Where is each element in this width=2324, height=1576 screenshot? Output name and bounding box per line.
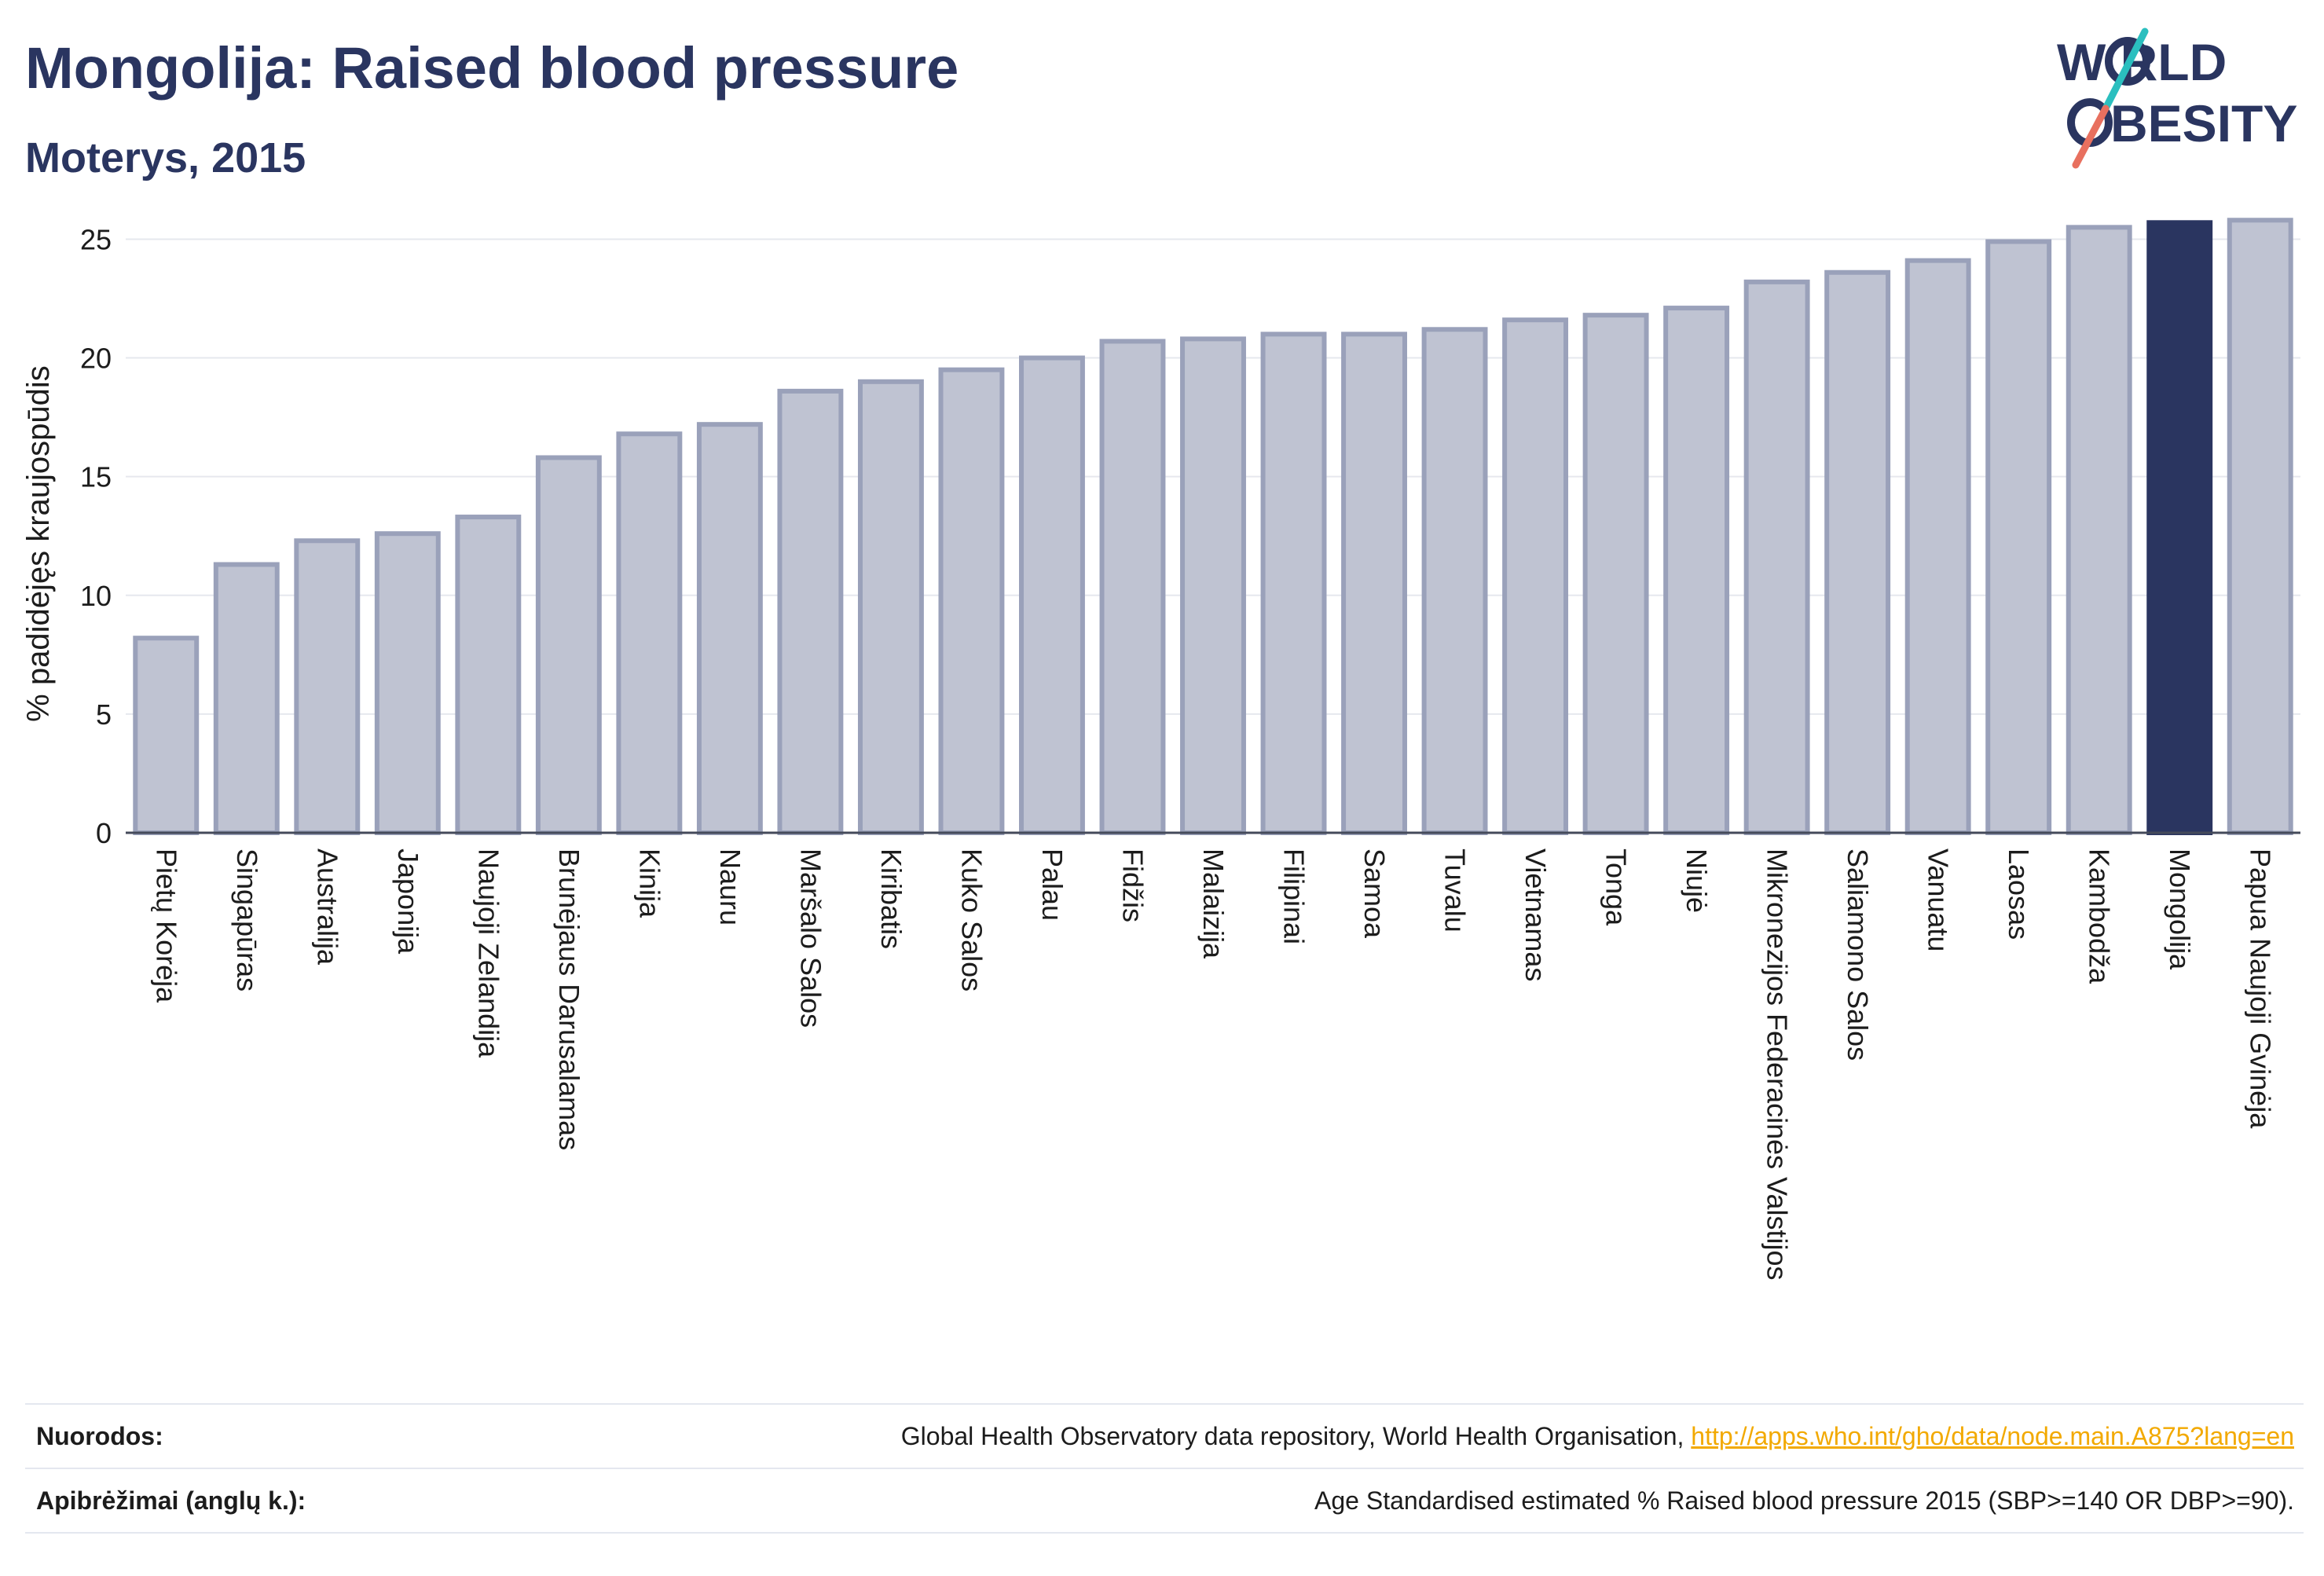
- x-tick-label: Singapūras: [231, 848, 263, 991]
- x-tick-label: Laosas: [2003, 848, 2035, 940]
- y-tick-label: 25: [80, 223, 112, 255]
- footer-divider: [25, 1532, 2304, 1534]
- x-tick-label: Kuko Salos: [955, 848, 988, 991]
- bars: [133, 218, 2293, 836]
- sources-label: Nuorodos:: [36, 1421, 163, 1450]
- x-tick-label: Tuvalu: [1439, 848, 1472, 933]
- bar: [2227, 218, 2293, 835]
- bar: [213, 562, 280, 835]
- footer-divider: [25, 1403, 2304, 1405]
- logo-o-letter-top: [2105, 37, 2150, 86]
- bar: [938, 367, 1005, 835]
- bar: [1019, 355, 1085, 835]
- bar: [1099, 339, 1166, 835]
- bar: [1904, 258, 1971, 835]
- x-tick-label: Samoa: [1358, 848, 1391, 939]
- chart-footer: Nuorodos: Global Health Observatory data…: [25, 1403, 2304, 1537]
- x-tick-label: Niujė: [1681, 848, 1713, 913]
- x-tick-label: Tonga: [1600, 848, 1633, 926]
- chart-title: Mongolija: Raised blood pressure: [25, 35, 959, 101]
- x-tick-label: Vietnamas: [1519, 848, 1552, 981]
- x-tick-label: Maršalo Salos: [794, 848, 827, 1028]
- y-tick-labels: 0 5 10 15 20 25: [80, 223, 112, 849]
- bar: [455, 515, 522, 835]
- x-tick-label: Naujoji Zelandija: [472, 848, 504, 1058]
- bar: [535, 455, 602, 835]
- bar: [294, 538, 361, 835]
- sources-text: Global Health Observatory data repositor…: [900, 1421, 1692, 1450]
- x-tick-label: Mongolija: [2164, 848, 2196, 970]
- x-tick-label: Brunėjaus Darusalamas: [553, 848, 585, 1150]
- y-tick-label: 5: [96, 698, 112, 731]
- footer-sources-row: Nuorodos: Global Health Observatory data…: [25, 1406, 2304, 1466]
- bar: [1743, 279, 1810, 836]
- bar: [1985, 239, 2052, 835]
- bar: [696, 422, 763, 835]
- y-tick-label: 0: [96, 817, 112, 849]
- x-tick-labels: Pietų Korėja Singapūras Australija Japonija…: [150, 848, 2276, 1281]
- x-tick-label: Filipinai: [1278, 848, 1310, 944]
- definitions-value: Age Standardised estimated % Raised bloo…: [1314, 1486, 2294, 1515]
- x-tick-label: Palau: [1036, 848, 1069, 921]
- bar: [1341, 332, 1407, 836]
- x-tick-label: Nauru: [714, 848, 746, 925]
- x-tick-label: Pietų Korėja: [150, 848, 182, 1003]
- footer-divider: [25, 1468, 2304, 1469]
- x-tick-label: Malaizija: [1197, 848, 1230, 959]
- x-tick-label: Fidžis: [1116, 848, 1149, 922]
- bar: [777, 388, 844, 836]
- x-tick-label: Kiribatis: [875, 848, 907, 949]
- x-tick-label: Australija: [311, 848, 343, 966]
- definitions-label: Apibrėžimai (anglų k.):: [36, 1486, 306, 1515]
- bar: [1502, 317, 1569, 835]
- x-tick-label: Papua Naujoji Gvinėja: [2245, 848, 2277, 1129]
- x-tick-label: Mikronezijos Federacinės Valstijos: [1761, 848, 1794, 1281]
- bar: [374, 531, 441, 835]
- y-axis-label: % padidėjęs kraujospūdis: [21, 365, 56, 722]
- bar: [1663, 306, 1730, 836]
- bar: [616, 431, 683, 835]
- y-tick-label: 10: [80, 580, 112, 612]
- logo-slash-bottom: [2072, 104, 2110, 169]
- bar: [857, 379, 924, 835]
- bar: [1421, 327, 1488, 835]
- bar: [1180, 336, 1246, 835]
- bar-chart: 0 5 10 15 20 25 Pietų Korėja Singapūras Austral…: [21, 218, 2300, 1281]
- world-obesity-logo: W RLD BESITY: [2057, 27, 2297, 169]
- x-tick-label: Japonija: [392, 848, 424, 955]
- bar: [1582, 313, 1649, 835]
- sources-value: Global Health Observatory data repositor…: [901, 1422, 2304, 1451]
- x-tick-label: Kinija: [633, 848, 665, 918]
- bar: [133, 636, 200, 836]
- y-tick-label: 20: [80, 343, 112, 375]
- x-tick-label: Kambodža: [2084, 848, 2116, 984]
- bar: [1260, 332, 1327, 836]
- bar-highlighted: [2146, 220, 2213, 835]
- logo-slash-top: [2102, 27, 2149, 112]
- y-tick-label: 15: [80, 461, 112, 493]
- logo-line-2: BESITY: [2110, 94, 2297, 152]
- bar: [1824, 269, 1891, 835]
- x-tick-label: Vanuatu: [1923, 848, 1955, 951]
- footer-definitions-row: Apibrėžimai (anglų k.): Age Standardised…: [25, 1471, 2304, 1530]
- x-tick-label: Saliamono Salos: [1842, 848, 1874, 1061]
- sources-link[interactable]: http://apps.who.int/gho/data/node.main.A…: [1691, 1421, 2294, 1450]
- bar: [2066, 225, 2132, 836]
- chart-subtitle: Moterys, 2015: [25, 134, 306, 181]
